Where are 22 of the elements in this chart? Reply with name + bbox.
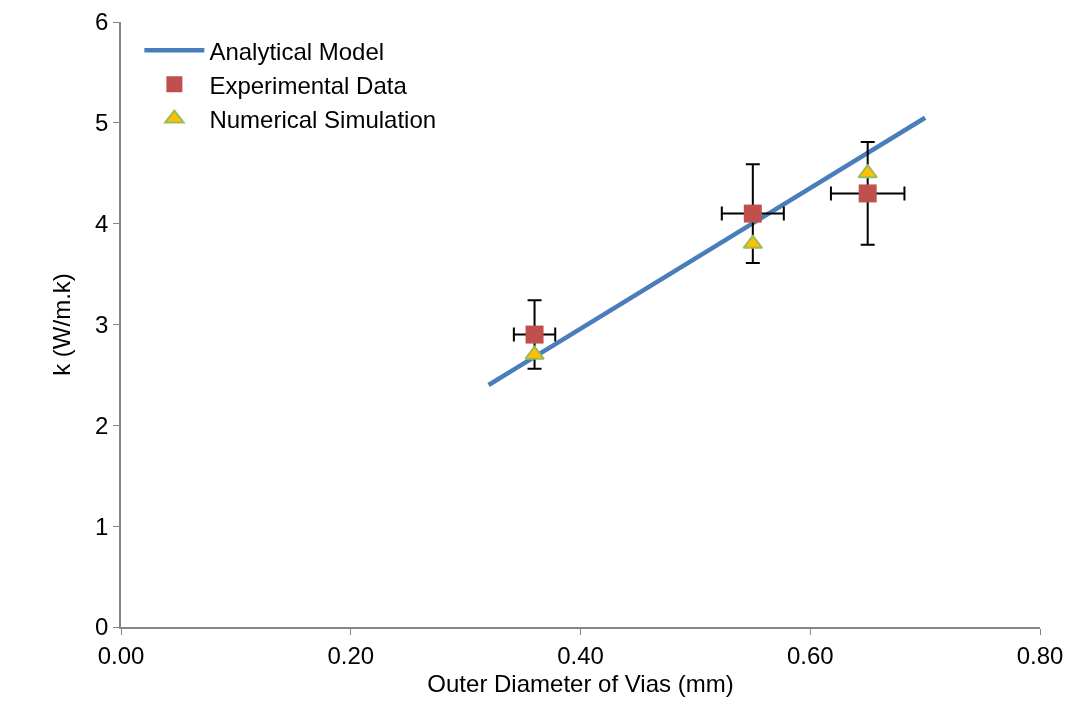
x-tick-label: 0.60 [786,641,834,669]
y-tick-label: 4 [95,210,109,238]
y-axis-title: k (W/m.k) [47,273,75,376]
y-tick-label: 3 [95,310,109,338]
point [858,184,877,203]
legend-label: Numerical Simulation [209,105,437,133]
x-tick-label: 0.40 [557,641,604,669]
legend-label: Analytical Model [209,37,385,65]
point [743,204,762,223]
y-tick-label: 1 [95,512,109,540]
x-tick-label: 0.80 [1016,641,1064,669]
y-tick-label: 0 [95,613,109,641]
x-tick-label: 0.20 [327,641,375,669]
x-axis-title: Outer Diameter of Vias (mm) [427,670,734,698]
y-tick-label: 5 [95,109,109,137]
point [857,164,878,179]
y-tick-label: 2 [95,411,109,439]
y-tick-label: 6 [95,8,109,36]
legend-label: Experimental Data [209,71,408,99]
point [525,325,544,344]
x-tick-label: 0.00 [97,641,145,669]
point [524,345,545,360]
